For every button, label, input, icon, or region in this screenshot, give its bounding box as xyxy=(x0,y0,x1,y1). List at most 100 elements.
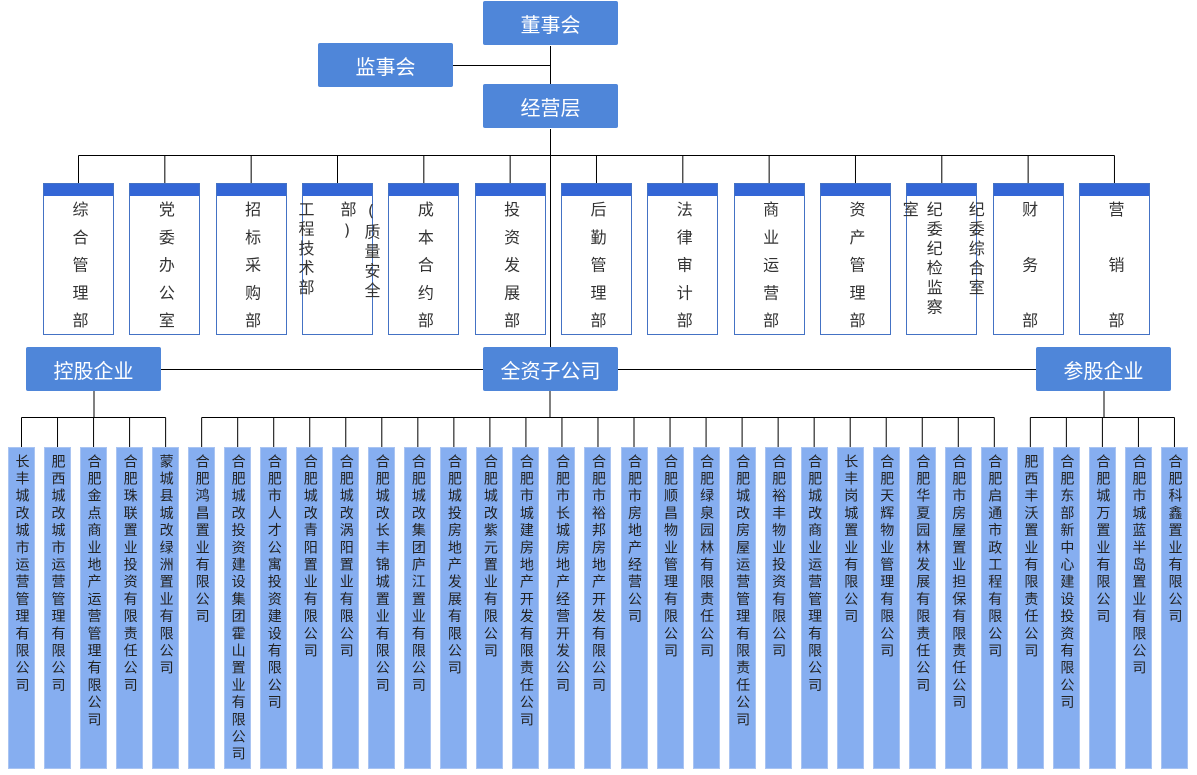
company-name: 合肥东部新中心建设投资有限公司 xyxy=(1058,454,1075,712)
company-name: 合肥城投房地产发展有限公司 xyxy=(445,454,462,678)
supervisors-box[interactable]: 监事会 xyxy=(318,43,453,87)
company-box[interactable]: 合肥市裕邦房地产开发有限公司 xyxy=(584,447,612,769)
company-box[interactable]: 合肥裕丰物业投资有限公司 xyxy=(764,447,792,769)
company-box[interactable]: 肥西丰沃置业有限责任公司 xyxy=(1016,447,1044,769)
company-name: 合肥城万置业有限公司 xyxy=(1094,454,1111,626)
department-label: 纪委纪检监察室 纪委综合室 xyxy=(900,201,985,328)
company-name: 合肥城改商业运营管理有限公司 xyxy=(806,454,823,695)
department-header-bar xyxy=(216,184,286,196)
department-label-column: 成本合约部 xyxy=(414,201,434,328)
department-label-column: 法律审计部 xyxy=(673,201,693,328)
holding-group-label: 控股企业 xyxy=(53,358,134,383)
company-name: 合肥裕丰物业投资有限公司 xyxy=(770,454,787,661)
company-box[interactable]: 合肥华夏园林发展有限责任公司 xyxy=(908,447,936,769)
company-box[interactable]: 合肥市长城房地产经营开发公司 xyxy=(548,447,576,769)
department-header-bar xyxy=(475,184,545,196)
company-box[interactable]: 合肥市房屋置业担保有限责任公司 xyxy=(944,447,972,769)
company-name: 合肥城改投资建设集团霍山置业有限公司 xyxy=(229,454,246,764)
company-box[interactable]: 长丰岗城置业有限公司 xyxy=(836,447,864,769)
company-box[interactable]: 合肥城改长丰锦城置业有限公司 xyxy=(368,447,396,769)
department-label: 党委办公室 xyxy=(130,201,199,328)
department-box[interactable]: 纪委纪检监察室 纪委综合室 xyxy=(900,183,985,335)
department-label-column: 纪委纪检监察室 xyxy=(899,201,943,318)
company-box[interactable]: 长丰城改城市运营管理有限公司 xyxy=(8,447,35,769)
company-box[interactable]: 合肥东部新中心建设投资有限公司 xyxy=(1052,447,1080,769)
company-box[interactable]: 合肥城投房地产发展有限公司 xyxy=(440,447,468,769)
department-box[interactable]: 财务部 xyxy=(992,183,1064,335)
company-box[interactable]: 合肥城万置业有限公司 xyxy=(1088,447,1116,769)
department-box[interactable]: 营销部 xyxy=(1078,183,1150,335)
department-label-column: 党委办公室 xyxy=(155,201,175,328)
wholly-owned-group-box[interactable]: 全资子公司 xyxy=(483,347,618,391)
department-box[interactable]: 投资发展部 xyxy=(474,183,546,335)
department-box[interactable]: 资产管理部 xyxy=(819,183,891,335)
company-name: 合肥市房屋置业担保有限责任公司 xyxy=(950,454,967,712)
company-name: 肥西城改城市运营管理有限公司 xyxy=(49,454,66,695)
company-name: 合肥绿泉园林有限责任公司 xyxy=(698,454,715,661)
company-name: 合肥城改集团庐江置业有限公司 xyxy=(409,454,426,695)
company-box[interactable]: 合肥城改房屋运营管理有限责任公司 xyxy=(728,447,756,769)
company-name: 合肥启通市政工程有限公司 xyxy=(986,454,1003,661)
company-name: 合肥市房地产经营公司 xyxy=(626,454,642,626)
company-name: 长丰岗城置业有限公司 xyxy=(842,454,859,626)
company-box[interactable]: 合肥城改商业运营管理有限公司 xyxy=(800,447,828,769)
department-label-column: 财务部 xyxy=(1019,201,1039,328)
department-label-column: 资产管理部 xyxy=(846,201,866,328)
minority-group-label: 参股企业 xyxy=(1063,358,1144,383)
department-label-column: 纪委综合室 xyxy=(965,201,985,299)
company-box[interactable]: 合肥绿泉园林有限责任公司 xyxy=(692,447,720,769)
company-name: 合肥城改紫元置业有限公司 xyxy=(481,454,498,661)
department-label: 商业运营部 xyxy=(735,201,804,328)
company-box[interactable]: 合肥顺昌物业管理有限公司 xyxy=(656,447,684,769)
department-header-bar xyxy=(130,184,200,196)
company-box[interactable]: 合肥市人才公寓投资建设有限公司 xyxy=(260,447,288,769)
company-box[interactable]: 合肥市城建房地产开发有限责任公司 xyxy=(512,447,540,769)
department-header-bar xyxy=(302,184,372,196)
department-label-column: 工程技术部 xyxy=(295,201,315,299)
department-label-column: (质量安全部) xyxy=(337,201,381,302)
supervisors-label: 监事会 xyxy=(355,54,416,79)
company-box[interactable]: 合肥天辉物业管理有限公司 xyxy=(872,447,900,769)
company-box[interactable]: 蒙城县城改绿洲置业有限公司 xyxy=(152,447,180,769)
company-name: 长丰城改城市运营管理有限公司 xyxy=(13,454,30,695)
department-box[interactable]: 后勤管理部 xyxy=(560,183,632,335)
company-box[interactable]: 合肥城改集团庐江置业有限公司 xyxy=(404,447,432,769)
company-box[interactable]: 合肥城改青阳置业有限公司 xyxy=(296,447,324,769)
company-name: 合肥华夏园林发展有限责任公司 xyxy=(914,454,931,695)
department-box[interactable]: 党委办公室 xyxy=(129,183,201,335)
department-label-column: 营销部 xyxy=(1105,201,1125,328)
company-box[interactable]: 合肥金点商业地产运营管理有限公司 xyxy=(80,447,108,769)
company-name: 合肥市人才公寓投资建设有限公司 xyxy=(265,454,282,712)
company-box[interactable]: 合肥珠联置业投资有限责任公司 xyxy=(116,447,144,769)
company-box[interactable]: 合肥科鑫置业有限公司 xyxy=(1160,447,1188,769)
company-name: 蒙城县城改绿洲置业有限公司 xyxy=(157,454,174,678)
company-box[interactable]: 合肥市房地产经营公司 xyxy=(620,447,648,769)
management-box[interactable]: 经营层 xyxy=(483,84,618,128)
company-box[interactable]: 肥西城改城市运营管理有限公司 xyxy=(44,447,72,769)
company-box[interactable]: 合肥启通市政工程有限公司 xyxy=(980,447,1008,769)
department-box[interactable]: 综合管理部 xyxy=(43,183,114,335)
company-box[interactable]: 合肥城改投资建设集团霍山置业有限公司 xyxy=(224,447,252,769)
department-header-bar xyxy=(907,184,977,196)
department-box[interactable]: 法律审计部 xyxy=(647,183,719,335)
company-name: 肥西丰沃置业有限责任公司 xyxy=(1022,454,1039,661)
department-label: 营销部 xyxy=(1080,201,1149,328)
department-label: 财务部 xyxy=(994,201,1063,328)
minority-group-box[interactable]: 参股企业 xyxy=(1036,347,1171,391)
company-box[interactable]: 合肥市城蓝半岛置业有限公司 xyxy=(1124,447,1152,769)
company-name: 合肥金点商业地产运营管理有限公司 xyxy=(85,454,102,730)
department-header-bar xyxy=(734,184,804,196)
department-box[interactable]: 商业运营部 xyxy=(733,183,805,335)
company-box[interactable]: 合肥鸿昌置业有限公司 xyxy=(188,447,216,769)
department-box[interactable]: 招标采购部 xyxy=(215,183,287,335)
board-box[interactable]: 董事会 xyxy=(483,1,618,45)
company-box[interactable]: 合肥城改涡阳置业有限公司 xyxy=(332,447,360,769)
company-box[interactable]: 合肥城改紫元置业有限公司 xyxy=(476,447,504,769)
department-label: 法律审计部 xyxy=(648,201,717,328)
department-label-column: 招标采购部 xyxy=(242,201,262,328)
holding-group-box[interactable]: 控股企业 xyxy=(26,347,161,391)
department-header-bar xyxy=(993,184,1063,196)
department-box[interactable]: 成本合约部 xyxy=(388,183,460,335)
department-box[interactable]: 工程技术部 (质量安全部) xyxy=(295,183,380,335)
